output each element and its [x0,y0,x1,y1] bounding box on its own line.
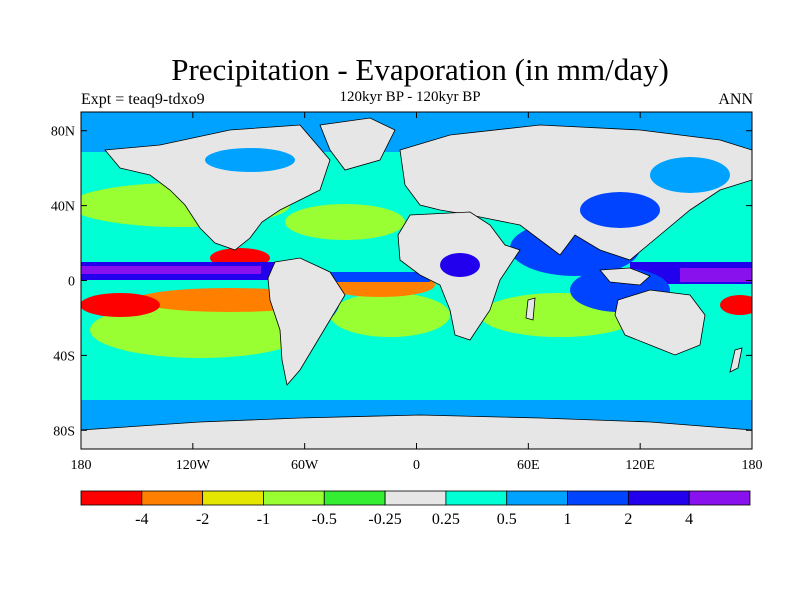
colorbar-label: 0.5 [497,511,517,528]
atlantic-itcz [300,272,430,282]
season-label: ANN [718,91,753,108]
lon-tick-label: 60W [291,458,319,473]
colorbar-swatch [202,490,264,506]
australia [614,289,706,356]
colorbar-label: -2 [196,511,209,528]
experiment-label: Expt = teaq9-tdxo9 [81,91,205,108]
lat-tick-label: 40N [51,200,75,215]
lat-tick-label: 80S [53,424,75,439]
colorbar-swatch [567,490,629,506]
colorbar-swatch [263,490,325,506]
indonesia [599,267,651,286]
s-atlantic-dry [330,293,450,337]
pacific-itcz-core [81,266,261,274]
colorbar-swatch [384,490,447,506]
s-pacific-red [81,293,160,317]
canada-wet [205,148,295,172]
n-atlantic-dry [285,204,405,240]
madagascar [525,297,536,321]
lon-tick-label: 180 [71,458,92,473]
congo-wet [440,253,480,277]
colorbar-label: -0.25 [368,511,401,528]
colorbar-label: 0.25 [432,511,460,528]
colorbar-label: 4 [685,511,693,528]
greenland [319,117,396,171]
south-america [267,257,346,386]
colorbar-swatch [688,490,751,506]
lon-tick-label: 120W [176,458,211,473]
map-subtitle: 120kyr BP - 120kyr BP [339,89,481,105]
colorbar-swatch [627,490,690,506]
colorbar-label: -4 [135,511,148,528]
antarctica [81,414,752,449]
w-pacific-itcz-core [680,268,752,282]
siberia-wet [650,157,730,193]
new-zealand [729,347,743,373]
sw-pacific-red [720,295,752,315]
colorbar: -4 -2 -1 -0.5 -0.25 0.25 0.5 1 2 4 [80,490,751,528]
colorbar-swatch [141,490,204,506]
lat-tick-label: 0 [68,275,75,290]
lon-tick-label: 120E [625,458,655,473]
colorbar-swatch [506,490,568,506]
lat-tick-label: 80N [51,125,75,140]
colorbar-label: 1 [564,511,572,528]
colorbar-swatch [445,490,508,506]
lon-tick-label: 60E [517,458,540,473]
colorbar-swatch [80,490,143,506]
colorbar-swatch [323,490,386,506]
s-pacific-dry [90,302,310,358]
colorbar-label: -1 [257,511,270,528]
pe-field [81,112,752,449]
lon-tick-label: 0 [413,458,420,473]
colorbar-label: -0.5 [312,511,337,528]
latitude-axis: 80N 40N 0 40S 80S [51,125,752,439]
map-title: Precipitation - Evaporation (in mm/day) [171,52,669,87]
longitude-axis: 180 120W 60W 0 60E 120E 180 [71,112,763,473]
lon-tick-label: 180 [742,458,763,473]
lat-tick-label: 40S [53,349,75,364]
china-wet [580,192,660,228]
colorbar-label: 2 [624,511,632,528]
